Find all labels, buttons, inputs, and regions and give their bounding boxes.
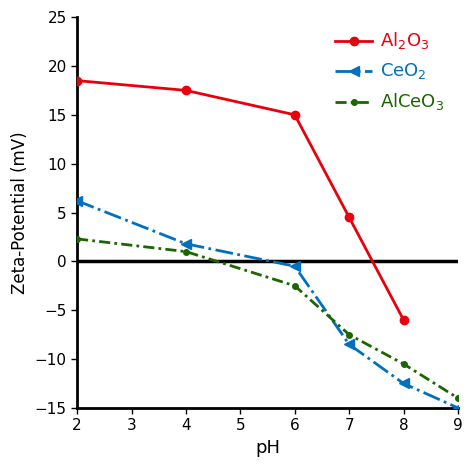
Y-axis label: Zeta-Potential (mV): Zeta-Potential (mV) — [11, 131, 29, 294]
Al$_2$O$_3$ — [346, 215, 352, 220]
Line: CeO$_2$: CeO$_2$ — [72, 196, 463, 413]
AlCeO$_3$ — [401, 361, 406, 367]
AlCeO$_3$ — [74, 236, 80, 241]
CeO$_2$ — [455, 405, 461, 411]
CeO$_2$ — [346, 342, 352, 347]
Al$_2$O$_3$ — [401, 317, 406, 323]
Line: Al$_2$O$_3$: Al$_2$O$_3$ — [73, 76, 408, 324]
AlCeO$_3$ — [346, 332, 352, 337]
CeO$_2$ — [74, 198, 80, 204]
AlCeO$_3$ — [183, 249, 189, 255]
CeO$_2$ — [183, 241, 189, 247]
CeO$_2$ — [401, 380, 406, 386]
Al$_2$O$_3$ — [74, 78, 80, 83]
X-axis label: pH: pH — [255, 439, 280, 457]
Line: AlCeO$_3$: AlCeO$_3$ — [74, 236, 461, 401]
Al$_2$O$_3$ — [292, 112, 298, 117]
Legend: Al$_2$O$_3$, CeO$_2$, AlCeO$_3$: Al$_2$O$_3$, CeO$_2$, AlCeO$_3$ — [330, 25, 450, 117]
AlCeO$_3$ — [455, 395, 461, 401]
Al$_2$O$_3$ — [183, 88, 189, 93]
CeO$_2$ — [292, 263, 298, 269]
AlCeO$_3$ — [292, 283, 298, 289]
